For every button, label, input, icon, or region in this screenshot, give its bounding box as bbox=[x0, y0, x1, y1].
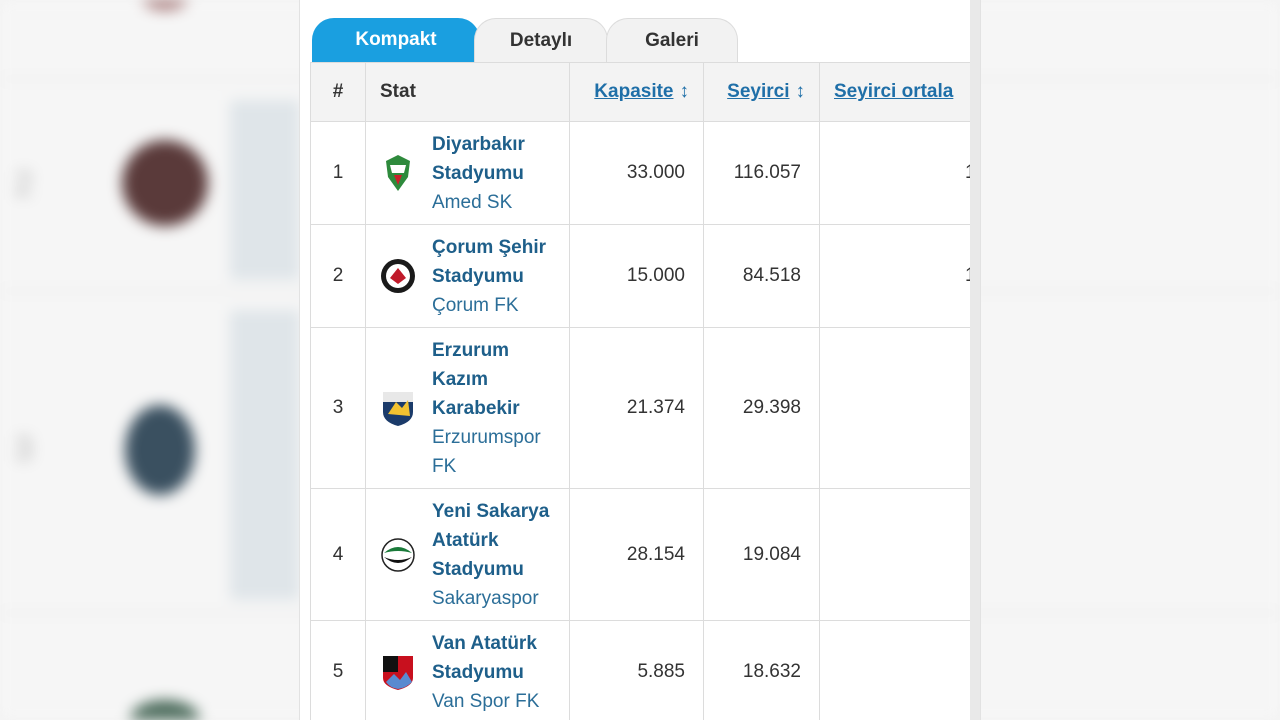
panel-right-border bbox=[970, 0, 980, 720]
attendance-cell: 29.398 bbox=[703, 327, 820, 489]
stadium-table: # Stat Kapasite ↕ Seyirci ↕ Seyirci ortala… bbox=[310, 62, 980, 720]
tab-galeri[interactable]: Galeri bbox=[606, 18, 738, 63]
tab-kompakt[interactable]: Kompakt bbox=[312, 18, 480, 62]
capacity-cell: 28.154 bbox=[569, 488, 704, 621]
average-cell: 1 bbox=[819, 224, 980, 328]
sort-capacity-link[interactable]: Kapasite bbox=[594, 81, 674, 102]
erzurumspor-crest-icon bbox=[383, 392, 413, 426]
average-cell bbox=[819, 488, 980, 621]
attendance-cell: 18.632 bbox=[703, 620, 820, 720]
stadium-cell: Van Atatürk Stadyumu Van Spor FK bbox=[365, 620, 570, 720]
average-cell bbox=[819, 620, 980, 720]
average-cell: 1 bbox=[819, 121, 980, 225]
table-row: 4 Yeni Sakarya Atatürk Stadyumu Sakaryas… bbox=[310, 488, 980, 621]
capacity-cell: 33.000 bbox=[569, 121, 704, 225]
stadium-cell: Erzurum Kazım Karabekir Erzurumspor FK bbox=[365, 327, 570, 489]
club-name-link[interactable]: Amed SK bbox=[432, 191, 513, 213]
sort-arrow-icon[interactable]: ↕ bbox=[795, 81, 806, 102]
stadium-name-link[interactable]: Yeni Sakarya Atatürk Stadyumu bbox=[432, 500, 550, 580]
capacity-cell: 15.000 bbox=[569, 224, 704, 328]
capacity-cell: 5.885 bbox=[569, 620, 704, 720]
attendance-cell: 116.057 bbox=[703, 121, 820, 225]
header-rank: # bbox=[310, 62, 366, 122]
table-row: 2 Çorum Şehir Stadyumu Çorum FK bbox=[310, 224, 980, 328]
sort-attendance-link[interactable]: Seyirci bbox=[727, 81, 790, 102]
attendance-cell: 19.084 bbox=[703, 488, 820, 621]
rank-cell: 3 bbox=[310, 327, 366, 489]
capacity-cell: 21.374 bbox=[569, 327, 704, 489]
sort-arrow-icon[interactable]: ↕ bbox=[679, 81, 690, 102]
average-cell bbox=[819, 327, 980, 489]
rank-cell: 1 bbox=[310, 121, 366, 225]
table-header-row: # Stat Kapasite ↕ Seyirci ↕ Seyirci ortala bbox=[310, 62, 980, 122]
rank-cell: 2 bbox=[310, 224, 366, 328]
stadium-name-link[interactable]: Van Atatürk Stadyumu bbox=[432, 632, 537, 683]
rank-cell: 5 bbox=[310, 620, 366, 720]
header-capacity[interactable]: Kapasite ↕ bbox=[569, 62, 704, 122]
table-row: 3 Erzurum Kazım Karabekir Erzurumspor FK bbox=[310, 327, 980, 489]
header-stadium: Stat bbox=[365, 62, 570, 122]
corum-fk-crest-icon bbox=[381, 259, 415, 293]
stadium-panel: Kompakt Detaylı Galeri # Stat Kapasite ↕ … bbox=[300, 0, 980, 720]
sakaryaspor-crest-icon bbox=[381, 537, 415, 572]
club-name-link[interactable]: Erzurumspor FK bbox=[432, 426, 541, 477]
stadium-cell: Diyarbakır Stadyumu Amed SK bbox=[365, 121, 570, 225]
table-row: 1 Diyarbakır Stadyumu Amed SK bbox=[310, 121, 980, 225]
tab-detayli[interactable]: Detaylı bbox=[474, 18, 608, 63]
club-name-link[interactable]: Çorum FK bbox=[432, 294, 519, 316]
amed-sk-crest-icon bbox=[386, 155, 410, 191]
header-attendance[interactable]: Seyirci ↕ bbox=[703, 62, 820, 122]
stadium-cell: Çorum Şehir Stadyumu Çorum FK bbox=[365, 224, 570, 328]
rank-cell: 4 bbox=[310, 488, 366, 621]
sort-average-link[interactable]: Seyirci ortala bbox=[834, 81, 954, 102]
club-name-link[interactable]: Van Spor FK bbox=[432, 690, 540, 712]
stadium-name-link[interactable]: Çorum Şehir Stadyumu bbox=[432, 236, 547, 287]
club-name-link[interactable]: Sakaryaspor bbox=[432, 587, 539, 609]
stadium-name-link[interactable]: Erzurum Kazım Karabekir bbox=[432, 339, 520, 419]
header-average[interactable]: Seyirci ortala bbox=[819, 62, 980, 122]
stadium-name-link[interactable]: Diyarbakır Stadyumu bbox=[432, 133, 525, 184]
attendance-cell: 84.518 bbox=[703, 224, 820, 328]
van-spor-crest-icon bbox=[383, 656, 413, 690]
stadium-cell: Yeni Sakarya Atatürk Stadyumu Sakaryaspo… bbox=[365, 488, 570, 621]
table-row: 5 Van Atatürk Stadyumu Van Spor FK bbox=[310, 620, 980, 720]
